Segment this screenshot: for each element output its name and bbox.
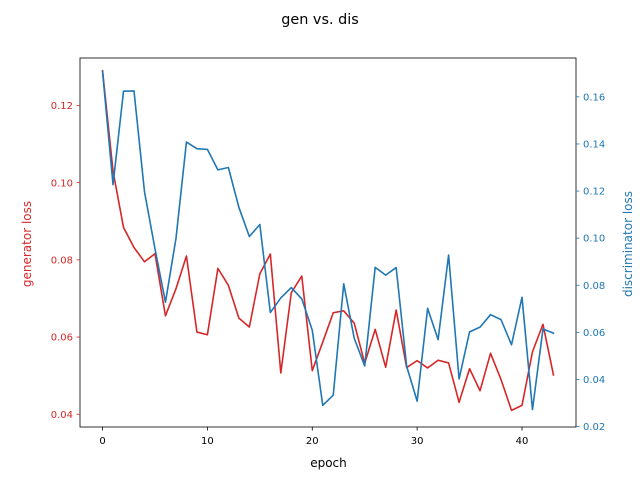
right-y-tick-label: 0.16 <box>583 92 605 103</box>
plot-area <box>101 69 555 412</box>
axes: 0 10 20 30 40 0.04 0.06 0.08 0.10 0.12 0.02 0.04 0.0… <box>51 57 605 447</box>
left-y-tick-label: 0.10 <box>51 178 73 189</box>
left-y-tick-label: 0.08 <box>51 255 73 266</box>
x-tick-label: 30 <box>411 436 424 447</box>
x-tick-label: 0 <box>99 436 105 447</box>
x-tick-label: 20 <box>306 436 319 447</box>
right-y-tick-label: 0.08 <box>583 281 605 292</box>
x-axis-label: epoch <box>310 456 347 470</box>
right-y-tick-label: 0.06 <box>583 328 605 339</box>
x-tick-label: 10 <box>201 436 214 447</box>
discriminator-loss-line <box>101 70 555 411</box>
chart-title: gen vs. dis <box>281 12 358 28</box>
x-tick-label: 40 <box>516 436 529 447</box>
right-y-axis-label: discriminator loss <box>621 191 635 297</box>
left-y-axis-label: generator loss <box>20 201 34 287</box>
left-y-tick-label: 0.06 <box>51 333 73 344</box>
left-y-tick-label: 0.04 <box>51 410 73 421</box>
right-y-tick-label: 0.10 <box>583 234 605 245</box>
right-y-tick-label: 0.12 <box>583 187 605 198</box>
axes-frame <box>79 57 577 428</box>
right-y-tick-label: 0.04 <box>583 375 605 386</box>
left-y-tick-label: 0.12 <box>51 101 73 112</box>
generator-loss-line <box>101 69 555 412</box>
right-y-tick-label: 0.02 <box>583 422 605 433</box>
right-y-tick-label: 0.14 <box>583 140 605 151</box>
